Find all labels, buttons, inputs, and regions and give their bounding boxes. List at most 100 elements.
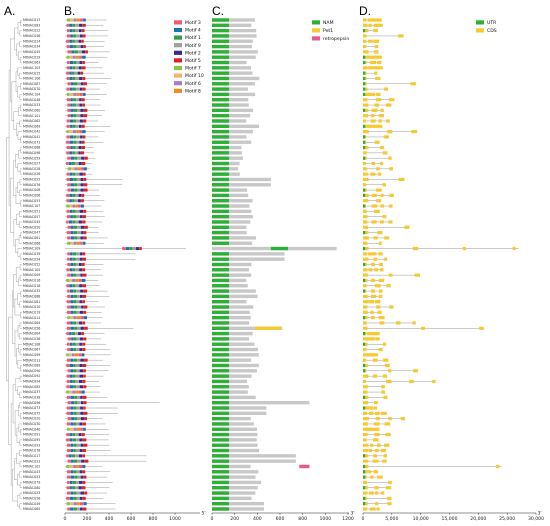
legend-label: Motif 6 — [185, 81, 201, 87]
gene-name: MtNAC051 — [23, 209, 40, 213]
motif-box — [82, 438, 87, 442]
gene-name: MtNAC016 — [23, 279, 40, 283]
motif-box — [81, 353, 85, 357]
cds-box — [363, 183, 367, 187]
motif-box — [83, 385, 87, 389]
motif-box — [79, 348, 83, 352]
motif-box — [67, 401, 71, 405]
nam-domain — [212, 119, 229, 123]
tick-label: 15,000 — [441, 516, 457, 522]
motif-box — [73, 385, 77, 389]
motif-box — [66, 433, 70, 437]
motif-box — [69, 204, 73, 208]
cds-box — [376, 443, 381, 447]
cds-box — [376, 305, 381, 309]
protein-bar — [212, 507, 265, 511]
cds-box — [363, 326, 368, 330]
cds-box — [383, 443, 390, 447]
motif-box — [79, 119, 83, 123]
motif-box — [70, 300, 74, 304]
protein-bar — [212, 252, 285, 256]
gene-name: MtNAC045 — [23, 220, 40, 224]
motif-box — [73, 502, 77, 506]
motif-box — [75, 193, 79, 197]
protein-bar — [212, 400, 310, 405]
nam-domain — [212, 140, 229, 144]
motif-box — [77, 156, 81, 160]
cds-box — [363, 363, 368, 368]
motif-box — [71, 332, 76, 336]
protein-bar — [212, 448, 260, 453]
legend-swatch — [174, 50, 182, 55]
motif-box — [76, 34, 80, 38]
nam-domain — [212, 496, 229, 501]
cds-box — [370, 294, 377, 298]
motif-box — [73, 215, 77, 219]
motif-box — [66, 98, 71, 102]
utr-box — [363, 124, 366, 128]
nam-domain — [212, 199, 229, 203]
nam-domain — [212, 321, 229, 325]
gene-name: MtNAC090 — [23, 369, 40, 373]
cds-box — [363, 130, 369, 134]
protein-bar — [212, 353, 259, 357]
motif-box — [79, 92, 83, 96]
utr-box — [363, 262, 366, 267]
motif-box — [73, 273, 77, 277]
protein-bar — [212, 108, 254, 113]
motif-box — [73, 348, 77, 352]
motif-box — [77, 108, 81, 112]
cds-box — [363, 395, 369, 399]
motif-box — [73, 241, 77, 245]
motif-box — [71, 337, 74, 341]
nam-domain — [212, 103, 229, 107]
motif-box — [81, 151, 85, 155]
gene-name: MtNAC027 — [23, 162, 40, 166]
cds-box — [363, 23, 368, 27]
protein-bar — [212, 119, 247, 123]
tick-label: 200 — [83, 516, 92, 522]
motif-box — [67, 82, 71, 86]
motif-box — [71, 353, 75, 357]
motif-box — [73, 177, 77, 181]
protein-bar — [212, 71, 253, 75]
motif-box — [70, 183, 74, 187]
motif-box — [66, 18, 71, 22]
motif-box — [80, 289, 84, 293]
cds-box — [370, 172, 376, 176]
nam-domain — [212, 252, 229, 256]
motif-box — [74, 395, 78, 399]
motif-box — [66, 390, 70, 394]
cds-box — [363, 486, 368, 490]
cds-box — [380, 193, 384, 198]
protein-bar — [212, 34, 257, 38]
motif-box — [67, 470, 71, 474]
motif-box — [82, 342, 86, 346]
motif-box — [72, 486, 76, 490]
motif-box — [76, 241, 80, 245]
legend-swatch — [174, 73, 182, 78]
motif-box — [73, 289, 77, 293]
motif-box — [80, 177, 84, 181]
motif-box — [66, 284, 70, 288]
motif-box — [68, 220, 73, 224]
cds-box — [421, 326, 425, 330]
cds-box — [363, 337, 369, 341]
gene-name: MtNAC068 — [23, 146, 40, 150]
nam-domain — [212, 427, 229, 431]
gene-name: MtNAC098 — [23, 151, 40, 155]
cds-box — [374, 44, 379, 49]
motif-box — [135, 247, 140, 251]
motif-box — [73, 225, 78, 229]
nam-domain — [212, 87, 229, 91]
nam-domain — [212, 230, 229, 235]
cds-box — [377, 172, 382, 176]
protein-bar — [212, 443, 258, 447]
motif-box — [73, 263, 76, 266]
nam-domain — [212, 183, 229, 187]
motif-box — [79, 98, 82, 102]
cds-box — [372, 374, 378, 378]
motif-box — [80, 215, 83, 219]
cds-box — [384, 422, 391, 426]
motif-box — [73, 310, 77, 314]
